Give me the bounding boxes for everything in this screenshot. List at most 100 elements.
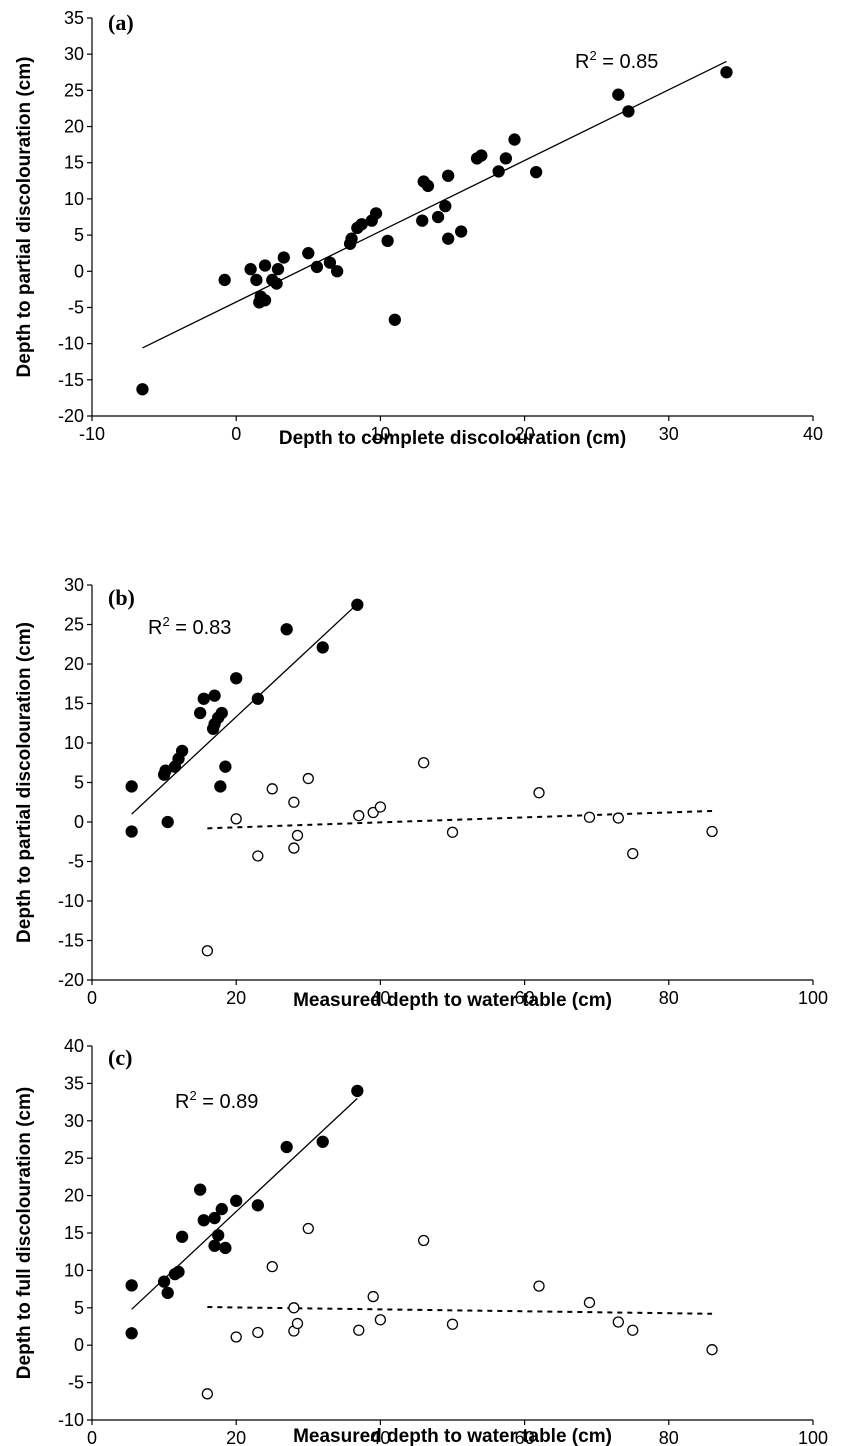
data-point-filled — [197, 692, 210, 705]
data-point-filled — [215, 1202, 228, 1216]
x-tick-label: 100 — [798, 1428, 828, 1446]
y-tick-label: 20 — [64, 654, 84, 674]
x-tick-label: 20 — [226, 1428, 246, 1446]
y-tick-label: 5 — [74, 1298, 84, 1318]
panel-label: (a) — [108, 10, 134, 35]
x-tick-label: 40 — [803, 424, 823, 444]
data-point-filled — [351, 1084, 364, 1098]
y-tick-label: 0 — [74, 812, 84, 832]
y-tick-label: 25 — [64, 80, 84, 100]
data-point-filled — [230, 672, 243, 685]
data-point-filled — [214, 780, 227, 793]
data-point-open — [706, 825, 718, 838]
y-tick-label: -20 — [58, 970, 84, 990]
data-point-open — [266, 783, 278, 795]
y-axis-label: Depth to partial discolouration (cm) — [14, 57, 35, 378]
data-point-open — [291, 1317, 304, 1330]
data-point-open — [374, 801, 387, 813]
data-point-filled — [161, 815, 174, 829]
data-point-filled — [193, 1183, 207, 1196]
y-tick-label: 0 — [74, 1335, 84, 1355]
y-tick-label: 25 — [64, 615, 84, 635]
data-point-filled — [125, 1279, 138, 1292]
data-point-filled — [330, 265, 344, 278]
x-tick-label: -10 — [79, 424, 105, 444]
data-point-open — [446, 1318, 459, 1330]
data-point-filled — [244, 262, 257, 276]
data-point-filled — [258, 259, 272, 272]
data-point-filled — [355, 218, 368, 231]
y-tick-label: 20 — [64, 1186, 84, 1206]
regression-line-solid — [131, 603, 358, 815]
y-tick-label: 10 — [64, 733, 84, 753]
data-point-filled — [197, 1214, 210, 1227]
data-point-filled — [208, 1211, 221, 1225]
data-point-filled — [612, 88, 625, 101]
data-point-filled — [310, 260, 324, 274]
data-point-filled — [455, 225, 468, 238]
chart-panel-c: -10 -5 0 5 10 15 20 25 30 35 40 0 20 40 60 80 100 Measure… — [14, 1036, 828, 1446]
data-point-filled — [271, 262, 285, 276]
data-point-open — [374, 1314, 387, 1326]
data-point-open — [291, 829, 304, 842]
data-point-open — [353, 810, 365, 822]
data-point-filled — [442, 232, 455, 245]
data-point-filled — [230, 1194, 243, 1207]
x-tick-label: 60 — [515, 988, 535, 1008]
x-tick-label: 60 — [515, 1428, 535, 1446]
data-point-open — [201, 945, 214, 957]
y-tick-label: 35 — [64, 8, 84, 28]
data-point-open — [627, 1324, 639, 1336]
regression-line-dashed — [207, 809, 713, 830]
y-tick-label: 15 — [64, 1223, 84, 1243]
data-point-filled — [351, 598, 364, 611]
data-point-filled — [421, 179, 435, 193]
data-point-filled — [280, 623, 293, 636]
data-point-filled — [442, 169, 455, 182]
x-axis-label: Depth to complete discolouration (cm) — [279, 428, 626, 449]
data-point-filled — [431, 210, 445, 224]
regression-line-dashed — [207, 1306, 713, 1315]
panel-label: (c) — [108, 1045, 132, 1070]
data-point-open — [706, 1344, 718, 1356]
data-point-filled — [302, 247, 315, 260]
data-point-filled — [529, 165, 543, 179]
data-point-open — [446, 826, 459, 838]
data-point-open — [302, 1222, 314, 1235]
y-tick-label: -15 — [58, 370, 84, 390]
data-point-open — [288, 842, 300, 854]
y-tick-label: -5 — [68, 1373, 84, 1393]
x-tick-label: 0 — [87, 1428, 97, 1446]
data-point-filled — [157, 1275, 171, 1288]
data-point-open — [230, 813, 242, 825]
y-tick-label: -10 — [58, 1410, 84, 1430]
data-point-open — [612, 1316, 624, 1328]
data-point-filled — [622, 105, 635, 118]
data-point-filled — [369, 207, 383, 220]
data-point-open — [230, 1331, 242, 1343]
chart-panel-a: -20 -15 -10 -5 0 5 10 15 20 25 30 35 -10 0 10 20 30 40 Dep… — [14, 8, 823, 449]
y-tick-label: 5 — [74, 773, 84, 793]
data-point-filled — [492, 165, 505, 178]
y-axis-label: Depth to full discolouration (cm) — [14, 1087, 35, 1379]
data-point-open — [353, 1324, 365, 1336]
data-point-filled — [175, 744, 189, 758]
y-axis-label: Depth to partial discolouration (cm) — [14, 622, 35, 943]
data-point-filled — [258, 294, 272, 307]
x-tick-label: 0 — [231, 424, 241, 444]
data-point-filled — [251, 1199, 264, 1212]
data-point-filled — [125, 780, 138, 793]
x-tick-label: 20 — [226, 988, 246, 1008]
data-point-filled — [499, 152, 513, 165]
data-point-filled — [208, 689, 221, 702]
data-point-filled — [215, 706, 228, 720]
data-point-filled — [208, 1239, 221, 1252]
y-tick-label: 35 — [64, 1073, 84, 1093]
y-tick-label: -5 — [68, 852, 84, 872]
data-point-filled — [381, 234, 394, 248]
y-tick-label: 25 — [64, 1148, 84, 1168]
data-point-open — [418, 757, 430, 769]
data-point-open — [367, 1290, 379, 1303]
y-tick-label: -10 — [58, 334, 84, 354]
